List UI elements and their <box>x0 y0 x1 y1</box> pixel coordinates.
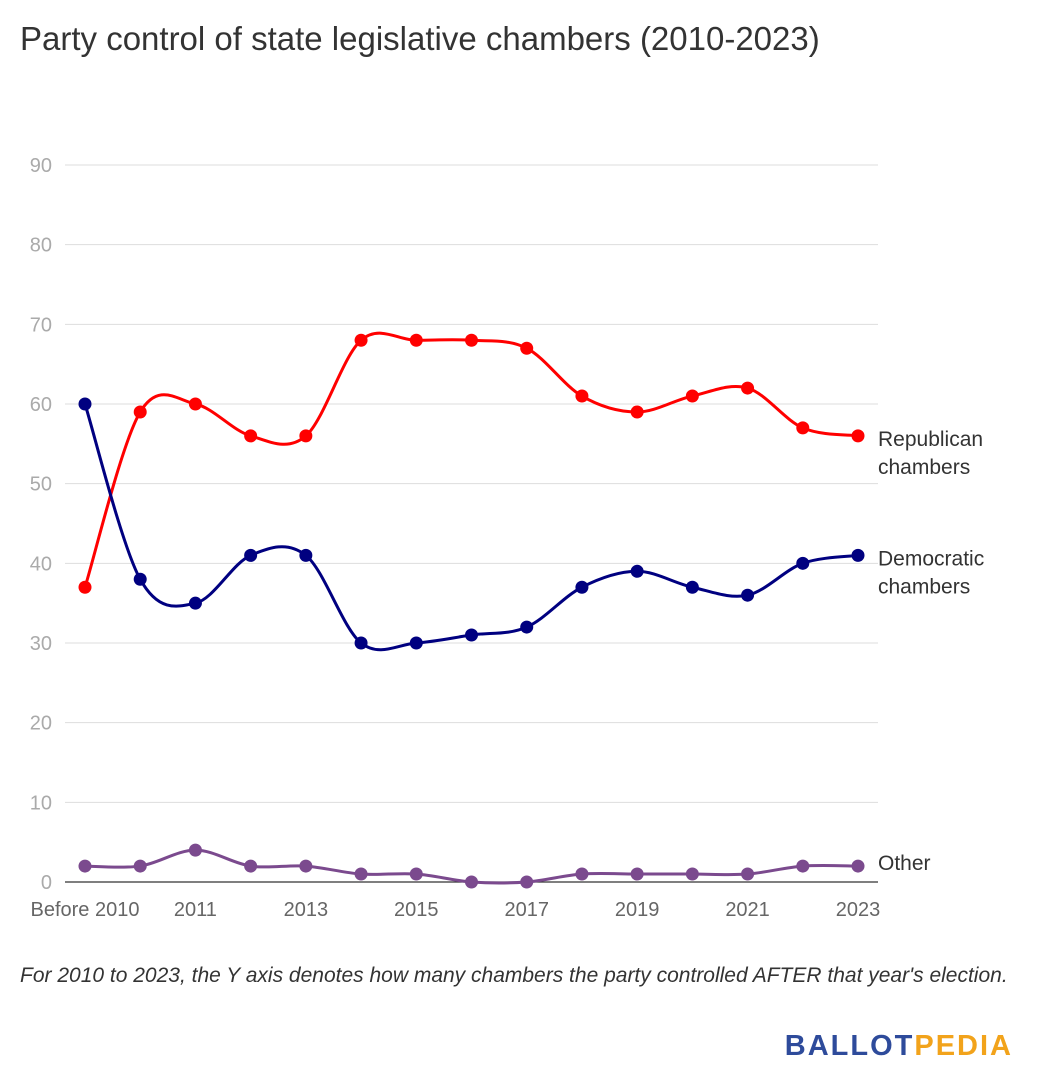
other-point <box>133 859 147 873</box>
republican-chambers-point <box>741 381 755 395</box>
democratic-chambers-point <box>188 596 202 610</box>
other-label: Other <box>878 852 931 875</box>
x-tick-label: 2021 <box>725 899 770 921</box>
other-point <box>741 867 755 881</box>
other-point <box>354 867 368 881</box>
other-point <box>851 859 865 873</box>
republican-chambers-point <box>244 429 258 443</box>
x-tick-label: 2019 <box>615 899 660 921</box>
ballotpedia-logo: BALLOTPEDIA <box>784 1030 1013 1062</box>
series-lines <box>83 331 860 885</box>
republican-chambers-point <box>575 389 589 403</box>
republican-chambers-label: chambers <box>878 456 970 479</box>
chart-footnote: For 2010 to 2023, the Y axis denotes how… <box>20 964 1008 987</box>
other-point <box>575 867 589 881</box>
y-tick-label: 70 <box>30 314 52 336</box>
democratic-chambers-point <box>630 564 644 578</box>
republican-chambers-point <box>851 429 865 443</box>
democratic-chambers-point <box>133 572 147 586</box>
other-point <box>685 867 699 881</box>
other-point <box>244 859 258 873</box>
other-point <box>465 875 478 889</box>
republican-chambers-point <box>78 580 92 594</box>
other-point <box>409 867 423 881</box>
republican-chambers-point <box>409 333 423 347</box>
democratic-chambers-point <box>796 556 810 570</box>
x-tick-label: Before 2010 <box>31 899 140 921</box>
x-tick-label: 2023 <box>836 899 881 921</box>
other-point <box>796 859 810 873</box>
democratic-chambers-point <box>409 636 423 650</box>
democratic-chambers-point <box>244 548 258 562</box>
republican-chambers-label: Republican <box>878 428 983 451</box>
y-axis-tick-labels: 0 10 20 30 40 50 60 70 80 90 <box>30 155 52 894</box>
republican-chambers-point <box>188 397 202 411</box>
y-tick-label: 60 <box>30 394 52 416</box>
republican-chambers-point <box>685 389 699 403</box>
other-point <box>520 875 534 889</box>
republican-chambers-point <box>299 429 313 443</box>
democratic-chambers-point <box>354 636 368 650</box>
republican-chambers-point <box>520 341 534 355</box>
democratic-chambers-point <box>575 580 589 594</box>
other-point <box>299 859 313 873</box>
other-point <box>78 859 92 873</box>
democratic-chambers-point <box>299 548 313 562</box>
line-chart: 0 10 20 30 40 50 60 70 80 90 Before 2010 2011 2013 2… <box>30 155 984 921</box>
x-tick-label: 2017 <box>504 899 549 921</box>
y-tick-label: 20 <box>30 713 52 735</box>
republican-chambers-point <box>796 421 810 435</box>
democratic-chambers-line <box>83 402 860 652</box>
y-tick-label: 40 <box>30 553 52 575</box>
x-tick-label: 2011 <box>174 899 217 921</box>
democratic-chambers-point <box>851 548 865 562</box>
y-tick-label: 10 <box>30 792 52 814</box>
x-tick-label: 2013 <box>284 899 329 921</box>
democratic-chambers-label: chambers <box>878 575 970 598</box>
series-labels: Republican chambers Democratic chambers Othe… <box>878 428 984 875</box>
x-axis-tick-labels: Before 2010 2011 2013 2015 2017 2019 2021 2023 <box>31 899 881 921</box>
democratic-chambers-point <box>741 588 755 602</box>
democratic-chambers-point <box>520 620 534 634</box>
democratic-chambers-label: Democratic <box>878 547 984 570</box>
y-tick-label: 0 <box>41 872 52 894</box>
y-tick-label: 90 <box>30 155 52 177</box>
republican-chambers-point <box>354 333 368 347</box>
republican-chambers-line <box>83 331 860 589</box>
y-tick-label: 30 <box>30 633 52 655</box>
other-point <box>630 867 644 881</box>
democratic-chambers-point <box>465 628 478 642</box>
republican-chambers-point <box>630 405 644 419</box>
series-points <box>78 333 865 889</box>
republican-chambers-point <box>133 405 147 419</box>
republican-chambers-point <box>465 333 478 347</box>
chart-title: Party control of state legislative chamb… <box>20 20 820 57</box>
democratic-chambers-point <box>78 397 92 411</box>
y-tick-label: 50 <box>30 474 52 496</box>
y-tick-label: 80 <box>30 235 52 257</box>
other-point <box>188 843 202 857</box>
x-tick-label: 2015 <box>394 899 439 921</box>
democratic-chambers-point <box>685 580 699 594</box>
gridlines <box>65 164 878 883</box>
